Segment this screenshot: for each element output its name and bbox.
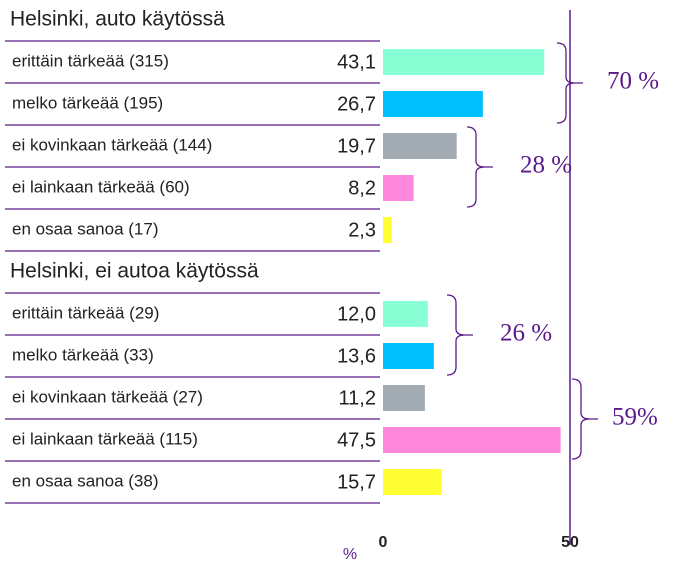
value-label: 26,7 bbox=[337, 93, 376, 115]
bar bbox=[383, 427, 561, 453]
bracket bbox=[446, 294, 473, 376]
category-label: en osaa sanoa (38) bbox=[12, 471, 159, 490]
value-label: 11,2 bbox=[339, 387, 376, 409]
bar bbox=[383, 217, 392, 243]
annotation: 26 % bbox=[500, 320, 552, 347]
value-label: 2,3 bbox=[348, 219, 376, 241]
value-label: 12,0 bbox=[337, 303, 376, 325]
category-label: ei lainkaan tärkeää (115) bbox=[12, 429, 198, 448]
value-label: 43,1 bbox=[337, 51, 376, 73]
category-label: ei kovinkaan tärkeää (144) bbox=[12, 135, 212, 154]
annotation: 59% bbox=[612, 404, 658, 431]
annotation: 70 % bbox=[607, 68, 659, 95]
category-label: melko tärkeää (195) bbox=[12, 93, 163, 112]
bracket bbox=[466, 126, 493, 208]
category-label: en osaa sanoa (17) bbox=[12, 219, 159, 238]
group-title: Helsinki, auto käytössä bbox=[10, 8, 225, 31]
axis-unit: % bbox=[343, 546, 357, 563]
category-label: erittäin tärkeää (315) bbox=[12, 51, 169, 70]
value-label: 47,5 bbox=[337, 429, 376, 451]
annotation: 28 % bbox=[520, 152, 572, 179]
bar bbox=[383, 175, 414, 201]
x-tick-label: 50 bbox=[561, 534, 579, 551]
bar bbox=[383, 469, 442, 495]
category-label: erittäin tärkeää (29) bbox=[12, 303, 159, 322]
bar bbox=[383, 91, 483, 117]
bar bbox=[383, 133, 457, 159]
bar bbox=[383, 49, 545, 75]
value-label: 19,7 bbox=[337, 135, 376, 157]
bracket bbox=[571, 378, 598, 460]
value-label: 15,7 bbox=[337, 471, 376, 493]
bracket bbox=[556, 42, 583, 124]
value-label: 13,6 bbox=[337, 345, 376, 367]
bar bbox=[383, 343, 434, 369]
x-tick-label: 0 bbox=[379, 534, 388, 551]
category-label: ei kovinkaan tärkeää (27) bbox=[12, 387, 203, 406]
group-title: Helsinki, ei autoa käytössä bbox=[10, 260, 259, 283]
bar bbox=[383, 301, 428, 327]
category-label: melko tärkeää (33) bbox=[12, 345, 154, 364]
value-label: 8,2 bbox=[348, 177, 376, 199]
category-label: ei lainkaan tärkeää (60) bbox=[12, 177, 190, 196]
bar bbox=[383, 385, 425, 411]
